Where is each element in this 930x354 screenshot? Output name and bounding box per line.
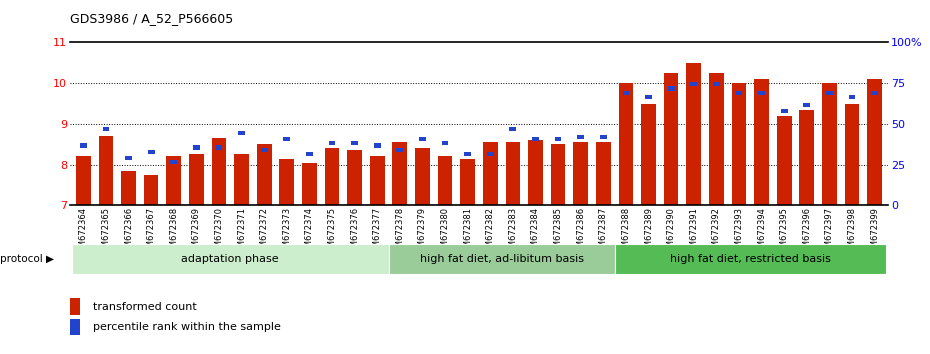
Bar [284,137,290,141]
Bar [166,156,181,205]
Bar [144,175,158,205]
Bar [189,154,204,205]
Bar [804,103,810,107]
Bar [464,152,471,156]
Text: transformed count: transformed count [93,302,196,312]
Text: percentile rank within the sample: percentile rank within the sample [93,322,281,332]
Bar [758,91,765,95]
Bar [551,144,565,205]
Bar [690,82,698,86]
Bar [618,83,633,205]
Bar [392,142,407,205]
Bar [121,171,136,205]
Bar [126,156,132,160]
Bar [596,142,611,205]
Bar [709,73,724,205]
Bar [419,137,426,141]
Bar [389,244,615,274]
Bar [736,91,742,95]
Bar [99,136,113,205]
Bar [438,156,452,205]
Bar [415,148,430,205]
Bar [826,91,832,95]
Bar [370,156,385,205]
Bar [645,95,652,99]
Bar [848,95,856,99]
Bar [279,159,294,205]
Bar [506,142,520,205]
Bar [781,109,788,113]
Bar [193,145,200,149]
Bar [374,143,380,148]
Bar [578,135,584,139]
Bar [732,83,746,205]
Bar [257,144,272,205]
Text: GDS3986 / A_52_P566605: GDS3986 / A_52_P566605 [70,12,233,25]
Bar [80,143,86,148]
Bar [325,148,339,205]
Bar [442,141,448,145]
Bar [573,142,588,205]
Bar [800,110,814,205]
Text: adaptation phase: adaptation phase [181,254,279,264]
Bar [238,131,245,135]
Bar [70,298,80,314]
Bar [686,63,701,205]
Bar [260,148,268,152]
Text: high fat diet, ad-libitum basis: high fat diet, ad-libitum basis [419,254,583,264]
Bar [306,152,312,156]
Text: protocol ▶: protocol ▶ [0,254,54,264]
Bar [871,91,878,95]
Bar [70,319,80,335]
Bar [148,149,154,154]
Bar [76,156,90,205]
Bar [822,83,837,205]
Bar [487,152,494,156]
Bar [622,91,630,95]
Bar [641,104,656,205]
Bar [615,244,886,274]
Bar [396,148,404,152]
Bar [713,82,720,86]
Bar [868,79,882,205]
Bar [234,154,249,205]
Bar [347,150,362,205]
Bar [664,73,679,205]
Bar [212,138,226,205]
Bar [600,135,606,139]
Bar [532,137,538,141]
Bar [668,86,674,91]
Bar [352,141,358,145]
Bar [170,160,177,164]
Bar [528,140,543,205]
Bar [754,79,769,205]
Bar [554,137,562,141]
Bar [72,244,389,274]
Bar [302,162,317,205]
Bar [460,159,475,205]
Text: high fat diet, restricted basis: high fat diet, restricted basis [670,254,830,264]
Bar [510,127,516,131]
Bar [844,104,859,205]
Bar [102,127,110,131]
Bar [483,142,498,205]
Bar [216,145,222,149]
Bar [328,141,336,145]
Bar [777,116,791,205]
